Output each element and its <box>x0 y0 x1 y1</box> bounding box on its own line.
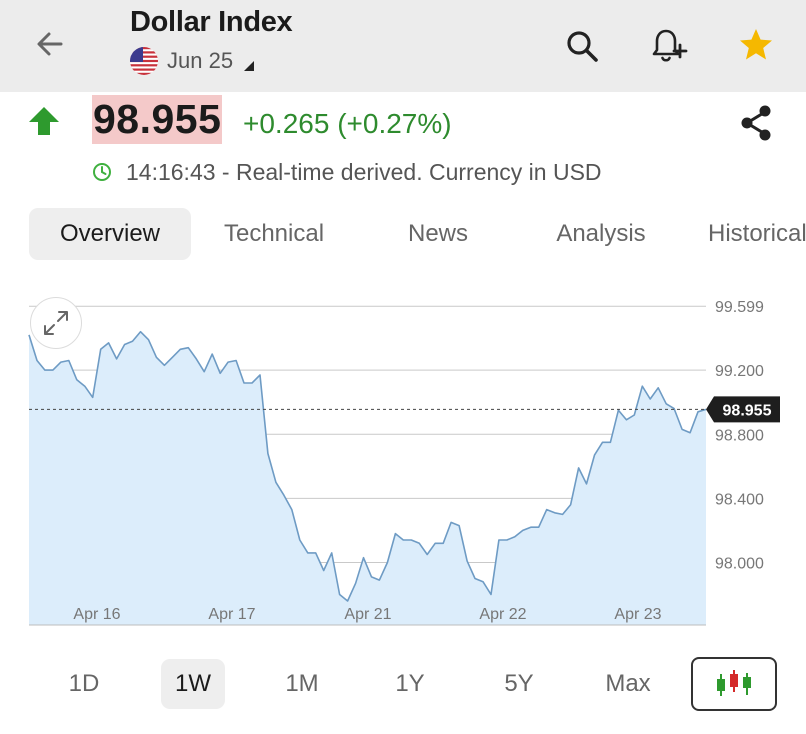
arrow-left-icon <box>37 32 63 56</box>
share-icon <box>741 105 771 141</box>
dropdown-caret-icon <box>244 61 255 71</box>
range-5y[interactable]: 5Y <box>504 670 534 697</box>
arrow-up-icon <box>29 107 59 135</box>
price-chart[interactable]: 99.599 99.200 98.800 98.400 98.000 98.955 Apr … <box>0 290 806 630</box>
expand-icon <box>44 311 68 335</box>
range-max[interactable]: Max <box>605 670 651 697</box>
current-price-label: 98.955 <box>723 402 772 419</box>
range-1d[interactable]: 1D <box>68 670 100 697</box>
time-range-selector: 1D 1W 1M 1Y 5Y Max <box>0 656 806 714</box>
search-button[interactable] <box>560 24 604 68</box>
app-bar: Dollar Index Jun 25 <box>0 0 806 92</box>
tab-analysis[interactable]: Analysis <box>556 220 646 247</box>
y-tick-label: 98.800 <box>715 427 764 444</box>
tab-news[interactable]: News <box>407 220 468 247</box>
chart-type-button[interactable] <box>691 657 777 711</box>
x-tick-label: Apr 22 <box>479 606 526 623</box>
x-tick-label: Apr 16 <box>73 606 120 623</box>
share-button[interactable] <box>733 100 779 146</box>
range-1w[interactable]: 1W <box>161 659 225 709</box>
range-1y[interactable]: 1Y <box>395 670 425 697</box>
quote-time-row: 14:16:43 - Real-time derived. Currency i… <box>92 157 602 187</box>
add-alert-button[interactable] <box>644 22 692 70</box>
contract-selector[interactable]: Jun 25 <box>130 46 255 76</box>
page-title: Dollar Index <box>130 6 293 38</box>
range-1m[interactable]: 1M <box>285 670 319 697</box>
y-tick-label: 98.400 <box>715 491 764 508</box>
tab-historical[interactable]: Historical <box>708 220 806 247</box>
search-icon <box>567 31 598 62</box>
y-tick-label: 99.599 <box>715 299 764 316</box>
us-flag-icon <box>130 47 158 75</box>
price-change: +0.265 (+0.27%) <box>243 108 452 139</box>
back-button[interactable] <box>28 24 72 64</box>
current-price-tag <box>706 396 780 423</box>
tab-technical[interactable]: Technical <box>223 220 325 247</box>
clock-icon <box>93 163 111 181</box>
y-tick-label: 98.000 <box>715 555 764 572</box>
watchlist-button[interactable] <box>733 22 779 68</box>
contract-expiry: Jun 25 <box>167 48 234 73</box>
tab-overview[interactable]: Overview <box>29 208 191 260</box>
x-tick-label: Apr 23 <box>614 606 661 623</box>
bell-plus-icon <box>652 29 688 62</box>
x-tick-label: Apr 17 <box>208 606 255 623</box>
y-tick-label: 99.200 <box>715 363 764 380</box>
section-tabs: Overview Technical News Analysis Histori… <box>0 208 806 262</box>
expand-chart-button[interactable] <box>30 297 82 349</box>
x-tick-label: Apr 21 <box>344 606 391 623</box>
price-area <box>29 331 706 625</box>
quote-time-text: 14:16:43 - Real-time derived. Currency i… <box>126 158 602 185</box>
candlestick-icon <box>717 670 751 696</box>
star-icon <box>740 29 772 60</box>
price-line <box>28 330 707 602</box>
last-price: 98.955 <box>92 95 223 144</box>
